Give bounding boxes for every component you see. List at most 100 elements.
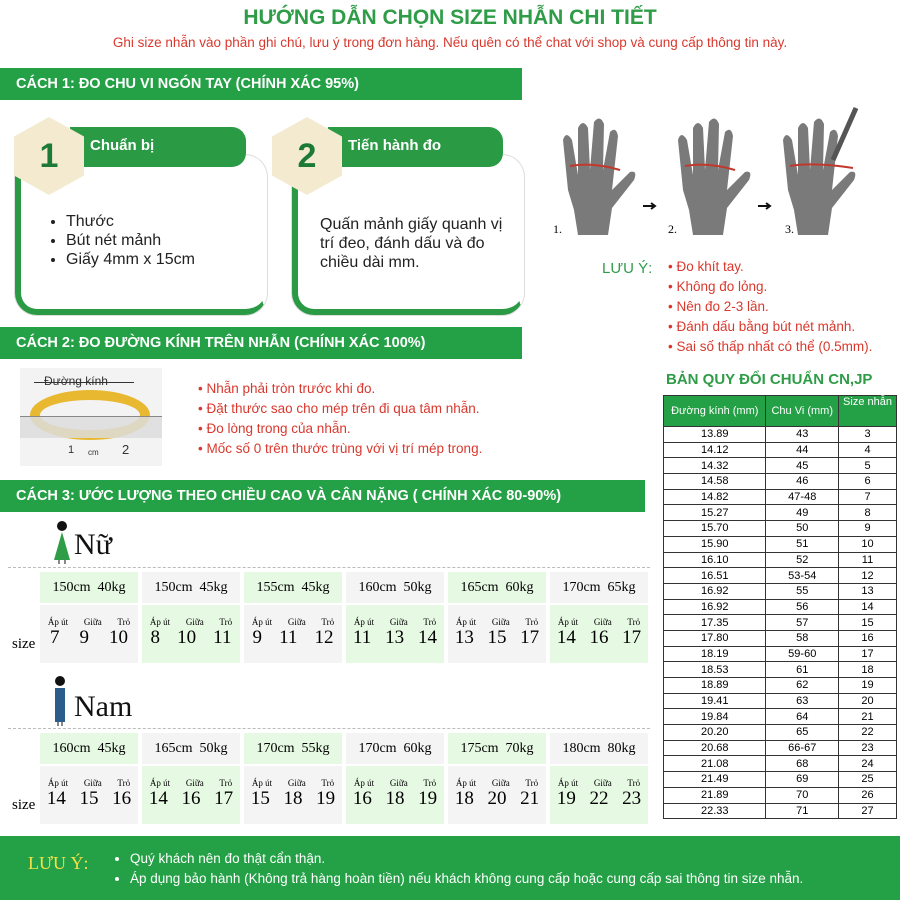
- footer-note: LƯU Ý: Quý khách nên đo thật cẩn thận. Á…: [0, 836, 900, 900]
- card-item: Giấy 4mm x 15cm: [66, 250, 265, 269]
- table-cell: 20.20: [662, 724, 767, 741]
- table-cell: 57: [765, 614, 840, 631]
- table-cell: 10: [838, 535, 897, 553]
- conversion-table: Đường kính (mm) Chu Vi (mm) Size nhẫn 13…: [662, 395, 897, 820]
- table-cell: 24: [838, 755, 897, 773]
- table-row: 17.80 58 16: [662, 629, 897, 647]
- size-value: 12: [314, 627, 334, 648]
- table-cell: 55: [765, 582, 840, 600]
- table-cell: 16: [838, 629, 897, 647]
- size-value: 15: [250, 788, 270, 809]
- note-item: Sai số thấp nhất có thể (0.5mm).: [668, 337, 872, 357]
- table-row: 20.20 65 22: [662, 724, 897, 741]
- height-weight: 165cm 60kg: [448, 572, 546, 603]
- height-weight: 155cm 45kg: [244, 572, 342, 603]
- card-item: Thước: [66, 212, 265, 231]
- ring-ruler-illustration: Đường kính 1 cm 2: [20, 368, 162, 466]
- female-size-grid: 150cm 40kg Áp út Giữa Trỏ 7 9 10 150cm 45kg Á…: [40, 572, 648, 663]
- table-row: 21.89 70 26: [662, 786, 897, 804]
- table-cell: 8: [838, 504, 897, 522]
- size-value: 13: [385, 627, 405, 648]
- finger-label: Giữa: [287, 617, 306, 627]
- height-weight: 150cm 40kg: [40, 572, 138, 603]
- card-item: Bút nét mảnh: [66, 231, 265, 250]
- table-row: 19.41 63 20: [662, 692, 897, 710]
- size-value: 16: [352, 788, 372, 809]
- finger-sizes: Áp út Giữa Trỏ 9 11 12: [244, 605, 342, 663]
- hand-measure-illustration: [563, 106, 859, 235]
- size-value: 19: [418, 788, 438, 809]
- size-group: 175cm 70kg Áp út Giữa Trỏ 18 20 21: [448, 733, 546, 824]
- method2-notes: Nhẫn phải tròn trước khi đo. Đặt thước s…: [198, 379, 482, 459]
- table-row: 14.32 45 5: [662, 457, 897, 475]
- finger-sizes: Áp út Giữa Trỏ 11 13 14: [346, 605, 444, 663]
- size-value: 13: [454, 627, 474, 648]
- height-weight: 175cm 70kg: [448, 733, 546, 764]
- size-value: 18: [385, 788, 405, 809]
- finger-label: Trỏ: [117, 617, 131, 627]
- size-value: 16: [589, 627, 609, 648]
- table-cell: 5: [838, 457, 897, 475]
- finger-label: Giữa: [83, 778, 102, 788]
- note-item: Đo lòng trong của nhẫn.: [198, 419, 482, 439]
- table-cell: 23: [838, 739, 897, 757]
- note-item: Đo khít tay.: [668, 257, 872, 277]
- table-cell: 7: [838, 488, 897, 506]
- note-item: Nhẫn phải tròn trước khi đo.: [198, 379, 482, 399]
- size-value: 11: [352, 627, 372, 648]
- table-row: 16.92 55 13: [662, 582, 897, 600]
- size-group: 170cm 55kg Áp út Giữa Trỏ 15 18 19: [244, 733, 342, 824]
- table-cell: 27: [838, 802, 897, 820]
- table-cell: 26: [838, 786, 897, 804]
- size-value: 11: [279, 627, 298, 648]
- finger-label: Áp út: [455, 778, 477, 788]
- table-cell: 12: [838, 567, 897, 584]
- finger-sizes: Áp út Giữa Trỏ 14 16 17: [142, 766, 240, 824]
- table-cell: 14.82: [662, 488, 767, 506]
- size-value: 14: [556, 627, 576, 648]
- finger-label: Giữa: [389, 778, 408, 788]
- note-item: Đặt thước sao cho mép trên đi qua tâm nh…: [198, 399, 482, 419]
- size-value: 19: [556, 788, 576, 809]
- finger-label: Áp út: [557, 778, 579, 788]
- table-cell: 66-67: [765, 739, 840, 757]
- note-item: Đánh dấu bằng bút nét mảnh.: [668, 317, 872, 337]
- finger-label: Áp út: [557, 617, 579, 627]
- finger-label: Trỏ: [525, 778, 539, 788]
- size-group: 150cm 40kg Áp út Giữa Trỏ 7 9 10: [40, 572, 138, 663]
- finger-label: Áp út: [47, 778, 69, 788]
- footer-label: LƯU Ý:: [28, 853, 89, 873]
- size-value: 18: [454, 788, 474, 809]
- table-cell: 13: [838, 582, 897, 600]
- size-value: 10: [177, 627, 197, 648]
- female-label: Nữ: [74, 528, 112, 561]
- height-weight: 170cm 60kg: [346, 733, 444, 764]
- table-cell: 6: [838, 473, 897, 490]
- size-value: 9: [252, 627, 263, 648]
- size-group: 180cm 80kg Áp út Giữa Trỏ 19 22 23: [550, 733, 648, 824]
- table-cell: 58: [765, 629, 840, 647]
- table-cell: 15: [838, 614, 897, 631]
- table-cell: 18: [838, 661, 897, 678]
- height-weight: 160cm 50kg: [346, 572, 444, 603]
- size-group: 155cm 45kg Áp út Giữa Trỏ 9 11 12: [244, 572, 342, 663]
- table-cell: 18.53: [662, 661, 767, 678]
- table-cell: 19: [838, 677, 897, 694]
- ruler-mark: cm: [88, 448, 99, 457]
- table-row: 16.92 56 14: [662, 598, 897, 616]
- table-cell: 50: [765, 520, 840, 537]
- size-value: 15: [487, 627, 507, 648]
- footer-item: Áp dụng bảo hành (Không trả hàng hoàn ti…: [130, 869, 803, 889]
- size-value: 11: [213, 627, 232, 648]
- table-cell: 65: [765, 724, 840, 741]
- finger-label: Trỏ: [321, 617, 335, 627]
- table-cell: 61: [765, 661, 840, 678]
- ruler-mark: 2: [122, 442, 130, 457]
- size-group: 170cm 65kg Áp út Giữa Trỏ 14 16 17: [550, 572, 648, 663]
- table-cell: 64: [765, 708, 840, 726]
- table-row: 15.27 49 8: [662, 504, 897, 522]
- method2-bar: CÁCH 2: ĐO ĐƯỜNG KÍNH TRÊN NHẪN (CHÍNH X…: [0, 327, 522, 359]
- finger-sizes: Áp út Giữa Trỏ 15 18 19: [244, 766, 342, 824]
- table-cell: 44: [765, 441, 840, 459]
- table-cell: 19.84: [662, 708, 767, 726]
